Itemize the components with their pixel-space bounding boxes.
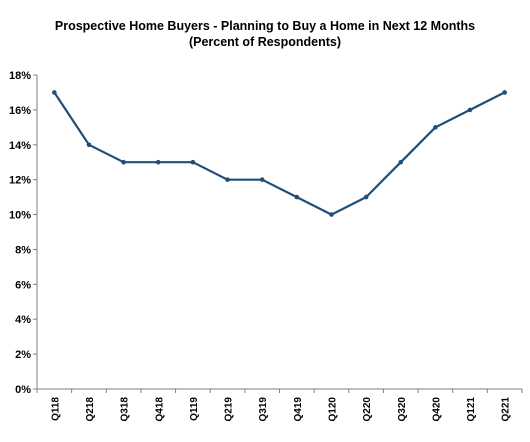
chart-subtitle: (Percent of Respondents) — [188, 35, 342, 49]
x-tick-label: Q220 — [362, 397, 373, 422]
x-tick-label: Q221 — [501, 397, 512, 422]
data-point — [329, 212, 334, 217]
x-tick-label: Q320 — [397, 397, 408, 422]
y-tick-label: 10% — [9, 210, 31, 222]
data-point — [433, 125, 438, 130]
x-tick-label: Q319 — [258, 397, 269, 422]
series-plot — [52, 90, 507, 217]
x-tick-label: Q121 — [466, 397, 477, 422]
x-tick-label: Q218 — [85, 397, 96, 422]
y-tick-label: 12% — [9, 175, 31, 187]
x-axis: Q118 Q218 Q318 Q418 Q119 Q219 Q319 Q419 Q120 Q220… — [36, 388, 523, 422]
x-tick-label: Q118 — [50, 397, 61, 421]
x-tick-label: Q318 — [120, 397, 131, 422]
x-tick-label: Q420 — [431, 397, 442, 422]
data-point — [502, 90, 507, 95]
x-tick-label: Q418 — [154, 397, 165, 422]
y-tick-label: 18% — [9, 70, 31, 82]
data-point — [225, 177, 230, 182]
data-point — [52, 90, 57, 95]
data-point — [259, 177, 265, 182]
data-point — [363, 194, 369, 200]
x-tick-label: Q120 — [327, 397, 338, 422]
y-tick-label: 8% — [15, 244, 31, 256]
y-tick-label: 16% — [9, 105, 31, 117]
series-line — [53, 91, 506, 216]
data-point — [294, 194, 300, 200]
data-point — [121, 159, 126, 165]
x-tick-label: Q219 — [224, 397, 235, 422]
y-tick-label: 14% — [9, 140, 31, 152]
y-tick-label: 2% — [15, 349, 31, 361]
chart-title-block: Prospective Home Buyers - Planning to Bu… — [0, 18, 530, 50]
data-point — [190, 159, 196, 165]
data-point — [398, 159, 404, 165]
y-tick-label: 6% — [15, 279, 31, 291]
x-tick-label: Q419 — [293, 397, 304, 422]
data-point — [155, 159, 161, 165]
chart-title: Prospective Home Buyers - Planning to Bu… — [54, 19, 476, 33]
data-point — [467, 107, 473, 113]
x-tick-label: Q119 — [189, 397, 200, 421]
y-axis: 0% 2% 4% 6% 8% 10% 12% 14% 16% 18% — [9, 70, 38, 396]
y-tick-label: 0% — [15, 384, 31, 396]
y-tick-label: 4% — [15, 314, 31, 326]
data-point — [86, 142, 92, 148]
